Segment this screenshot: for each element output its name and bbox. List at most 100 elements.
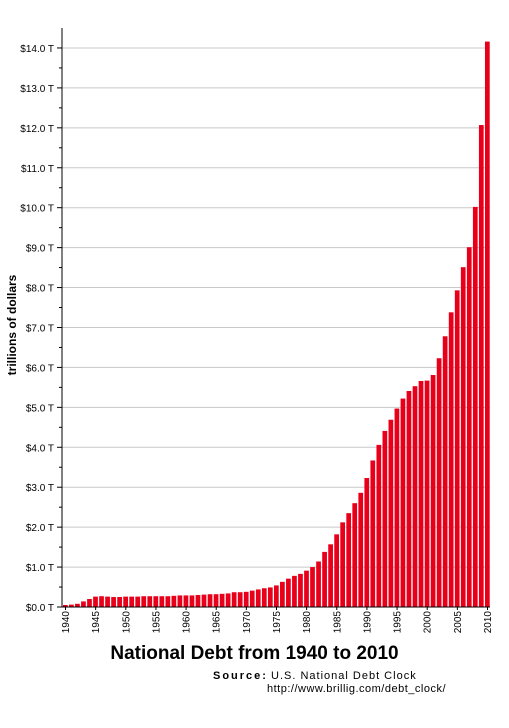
y-axis-label: trillions of dollars [5,274,19,375]
y-tick-labels: $0.0 T $1.0 T $2.0 T $3.0 T $4.0 T $5.0 T $6.0… [20,44,54,614]
bar-1988 [352,503,358,607]
y-tick-label: $12.0 T [20,124,54,135]
bar-1971 [249,590,255,607]
bar-1983 [322,551,327,607]
bar-2010 [484,41,490,608]
bar-1958 [171,595,177,607]
x-tick-label: 1990 [362,611,373,634]
bar-1994 [388,419,394,607]
bar-1978 [292,575,297,607]
bar-1953 [141,596,147,607]
bar-1948 [111,597,116,607]
x-tick-label: 1960 [182,611,193,634]
x-tick-label: 1965 [212,611,223,634]
bar-1977 [286,578,291,607]
source-label: Source: [213,670,268,682]
y-tick-label: $3.0 T [26,483,54,494]
x-tick-label: 1975 [272,611,283,634]
bar-1987 [346,513,352,607]
bar-1954 [147,596,153,607]
y-tick-label: $1.0 T [26,563,54,574]
bar-1982 [316,561,321,607]
bar-2004 [448,312,454,607]
bar-1962 [195,595,201,607]
bar-1996 [400,398,406,607]
bar-1991 [370,460,376,607]
bar-2008 [472,206,478,607]
bar-1944 [87,599,92,607]
bar-1941 [69,604,74,607]
bar-1999 [418,380,424,607]
y-tick-label: $6.0 T [26,363,54,374]
bar-1976 [280,581,285,607]
x-tick-label: 1955 [151,611,162,634]
bar-1992 [376,444,382,607]
bar-1959 [177,595,183,607]
bar-1989 [358,492,364,607]
bar-2002 [436,358,442,607]
y-tick-label: $4.0 T [26,443,54,454]
bar-1984 [328,544,333,607]
bar-1943 [81,601,86,607]
bar-1997 [406,390,412,607]
x-tick-label: 1995 [393,611,404,634]
chart-title: National Debt from 1940 to 2010 [110,643,399,664]
bar-2000 [424,380,430,607]
bar-1985 [334,534,339,607]
x-tick-label: 1945 [91,611,102,634]
bar-1979 [298,573,303,607]
bar-1951 [129,596,135,607]
bar-1990 [364,478,370,607]
y-tick-label: $13.0 T [20,84,54,95]
bar-1956 [159,596,165,607]
bar-1986 [340,522,346,607]
y-tick-label: $2.0 T [26,523,54,534]
bar-2006 [460,267,466,607]
bar-1960 [183,595,189,607]
x-tick-label: 1985 [332,611,343,634]
bars [63,41,490,608]
bar-1970 [243,591,249,607]
bar-1964 [207,594,213,607]
bar-2001 [430,375,436,607]
source-url: http://www.brillig.com/debt_clock/ [267,683,447,695]
bar-1973 [261,588,267,607]
y-tick-label: $0.0 T [26,603,54,614]
x-tick-label: 2010 [483,611,494,634]
bar-1950 [123,596,129,607]
bar-1972 [255,589,261,607]
bar-1949 [117,597,122,607]
y-tick-label: $14.0 T [20,44,54,55]
x-tick-label: 1970 [242,611,253,634]
bar-1967 [225,593,231,607]
x-tick-label: 2005 [453,611,464,634]
bar-1955 [153,596,159,607]
x-tick-label: 2000 [423,611,434,634]
source-text: U.S. National Debt Clock [271,670,417,682]
bar-1981 [310,567,315,607]
bar-1957 [165,596,171,607]
y-tick-label: $10.0 T [20,204,54,215]
bar-1945 [93,596,98,607]
bar-1961 [189,595,195,607]
bar-1940 [63,605,68,607]
grid-lines [62,47,490,568]
bar-1952 [135,596,141,607]
y-tick-label: $9.0 T [26,244,54,255]
bar-1968 [231,592,237,607]
y-tick-label: $5.0 T [26,403,54,414]
y-tick-label: $8.0 T [26,284,54,295]
y-tick-label: $11.0 T [21,164,54,175]
bar-1947 [105,596,110,607]
bar-1980 [304,570,309,607]
bar-1969 [237,592,243,607]
bar-2007 [466,247,472,607]
x-tick-labels: 1940 1945 1950 1955 1960 1965 1970 1975 1980 1985… [61,611,494,634]
y-tick-label: $7.0 T [26,323,54,334]
bar-1993 [382,430,388,607]
bar-1974 [267,587,273,607]
x-tick-label: 1950 [121,611,132,634]
bar-1998 [412,386,418,607]
